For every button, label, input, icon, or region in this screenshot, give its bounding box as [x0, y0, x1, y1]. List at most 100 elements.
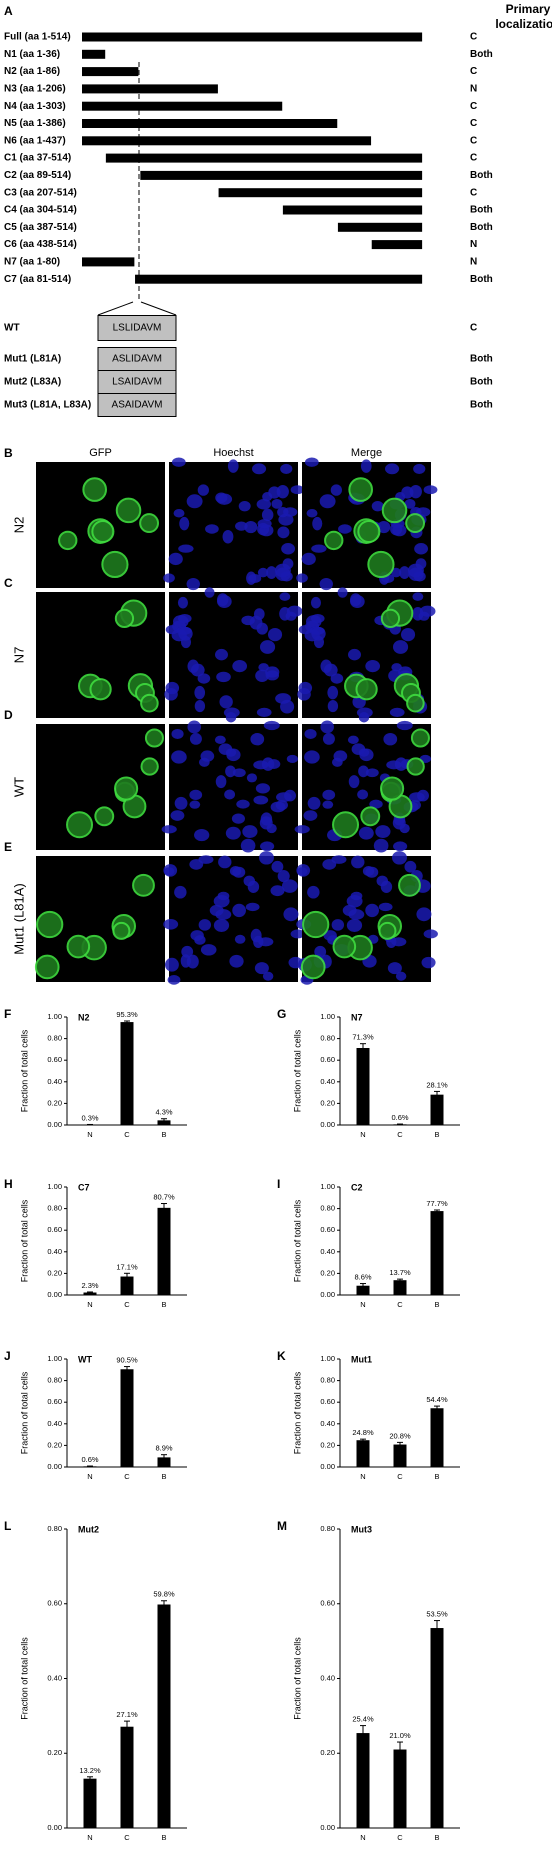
gfp-cell [405, 513, 426, 534]
nucleus [194, 829, 210, 842]
y-axis-label: Fraction of total cells [292, 1371, 302, 1454]
nucleus [189, 800, 201, 809]
nucleus [171, 750, 187, 764]
nucleus [350, 593, 362, 607]
y-tick-label: 1.00 [320, 1354, 335, 1363]
nucleus [178, 544, 194, 553]
y-tick-label: 0.00 [47, 1290, 62, 1299]
nucleus [391, 663, 402, 672]
y-tick-label: 0.60 [320, 1397, 335, 1406]
nucleus [337, 587, 348, 598]
motif-name: Mut1 (L81A) [4, 354, 61, 365]
nucleus [319, 578, 333, 591]
panel-letter: D [4, 708, 13, 722]
micrograph-content [34, 873, 155, 980]
x-tick-label: B [161, 1130, 166, 1139]
x-tick-label: B [434, 1300, 439, 1309]
nucleus [229, 865, 242, 877]
nucleus [375, 825, 391, 838]
value-label: 54.4% [426, 1395, 448, 1404]
nucleus [250, 732, 265, 746]
nucleus [346, 918, 363, 932]
value-label: 53.5% [426, 1610, 448, 1619]
nucleus [407, 563, 424, 578]
gfp-cell [367, 550, 395, 579]
motif-name: Mut3 (L81A, L83A) [4, 400, 91, 411]
nucleus [263, 720, 280, 731]
y-tick-label: 0.40 [320, 1247, 335, 1256]
nucleus [232, 660, 248, 673]
column-header: Primary [506, 2, 551, 16]
nucleus [310, 596, 321, 609]
nucleus [199, 757, 210, 767]
value-label: 21.0% [389, 1731, 411, 1740]
construct-label: N3 (aa 1-206) [4, 84, 66, 95]
value-label: 13.2% [79, 1766, 101, 1775]
gfp-cell [82, 477, 107, 502]
localization: Both [470, 49, 493, 60]
y-tick-label: 1.00 [320, 1012, 335, 1021]
panel-letter: C [4, 576, 13, 590]
y-tick-label: 0.40 [320, 1077, 335, 1086]
x-tick-label: N [360, 1833, 365, 1842]
nucleus [416, 907, 432, 922]
nucleus [378, 902, 393, 912]
localization: Both [470, 170, 493, 181]
construct-label: N6 (aa 1-437) [4, 135, 66, 146]
micrograph-content [294, 720, 431, 853]
y-tick-label: 0.20 [47, 1440, 62, 1449]
nucleus [163, 573, 175, 583]
y-tick-label: 0.60 [47, 1599, 62, 1608]
x-tick-label: B [161, 1472, 166, 1481]
construct-label: Full (aa 1-514) [4, 32, 71, 43]
nucleus [296, 573, 308, 583]
bar [83, 1778, 97, 1828]
construct-label: N4 (aa 1-303) [4, 101, 66, 112]
nucleus [241, 615, 255, 626]
nucleus [358, 826, 374, 840]
nucleus [389, 707, 405, 717]
gfp-cell [302, 910, 330, 939]
value-label: 2.3% [81, 1281, 98, 1290]
construct-bar [282, 205, 423, 215]
nucleus [251, 463, 267, 475]
panel-letter: F [4, 1007, 11, 1021]
nucleus [164, 957, 179, 972]
nucleus [258, 937, 274, 947]
nucleus [392, 816, 406, 830]
chart-title: Mut1 [351, 1354, 372, 1364]
nucleus [194, 700, 206, 713]
nucleus [365, 660, 381, 673]
gfp-cell [112, 921, 131, 940]
construct-bar [371, 240, 423, 250]
nucleus [242, 825, 258, 838]
nucleus [254, 962, 269, 975]
gfp-cell [300, 954, 326, 980]
nucleus [218, 855, 232, 869]
nucleus [348, 648, 361, 661]
gfp-cell [94, 806, 115, 827]
nucleus [322, 800, 334, 809]
gfp-cell [380, 608, 401, 629]
nucleus [255, 783, 271, 794]
y-tick-label: 0.40 [47, 1077, 62, 1086]
gfp-cell [398, 873, 421, 897]
nucleus [257, 567, 269, 578]
bar [356, 1733, 370, 1828]
chart-title: C2 [351, 1182, 363, 1192]
x-tick-label: B [434, 1472, 439, 1481]
localization: Both [470, 354, 493, 365]
gfp-cell [114, 776, 139, 801]
y-tick-label: 1.00 [47, 1182, 62, 1191]
y-tick-label: 0.40 [47, 1419, 62, 1428]
y-tick-label: 0.00 [320, 1290, 335, 1299]
nucleus [357, 789, 369, 800]
y-tick-label: 1.00 [47, 1012, 62, 1021]
column-header: GFP [89, 447, 112, 459]
construct-label: C2 (aa 89-514) [4, 170, 71, 181]
nucleus [164, 688, 178, 701]
value-label: 71.3% [352, 1033, 374, 1042]
construct-label: C3 (aa 207-514) [4, 187, 77, 198]
x-tick-label: B [434, 1130, 439, 1139]
y-tick-label: 0.00 [320, 1823, 335, 1832]
